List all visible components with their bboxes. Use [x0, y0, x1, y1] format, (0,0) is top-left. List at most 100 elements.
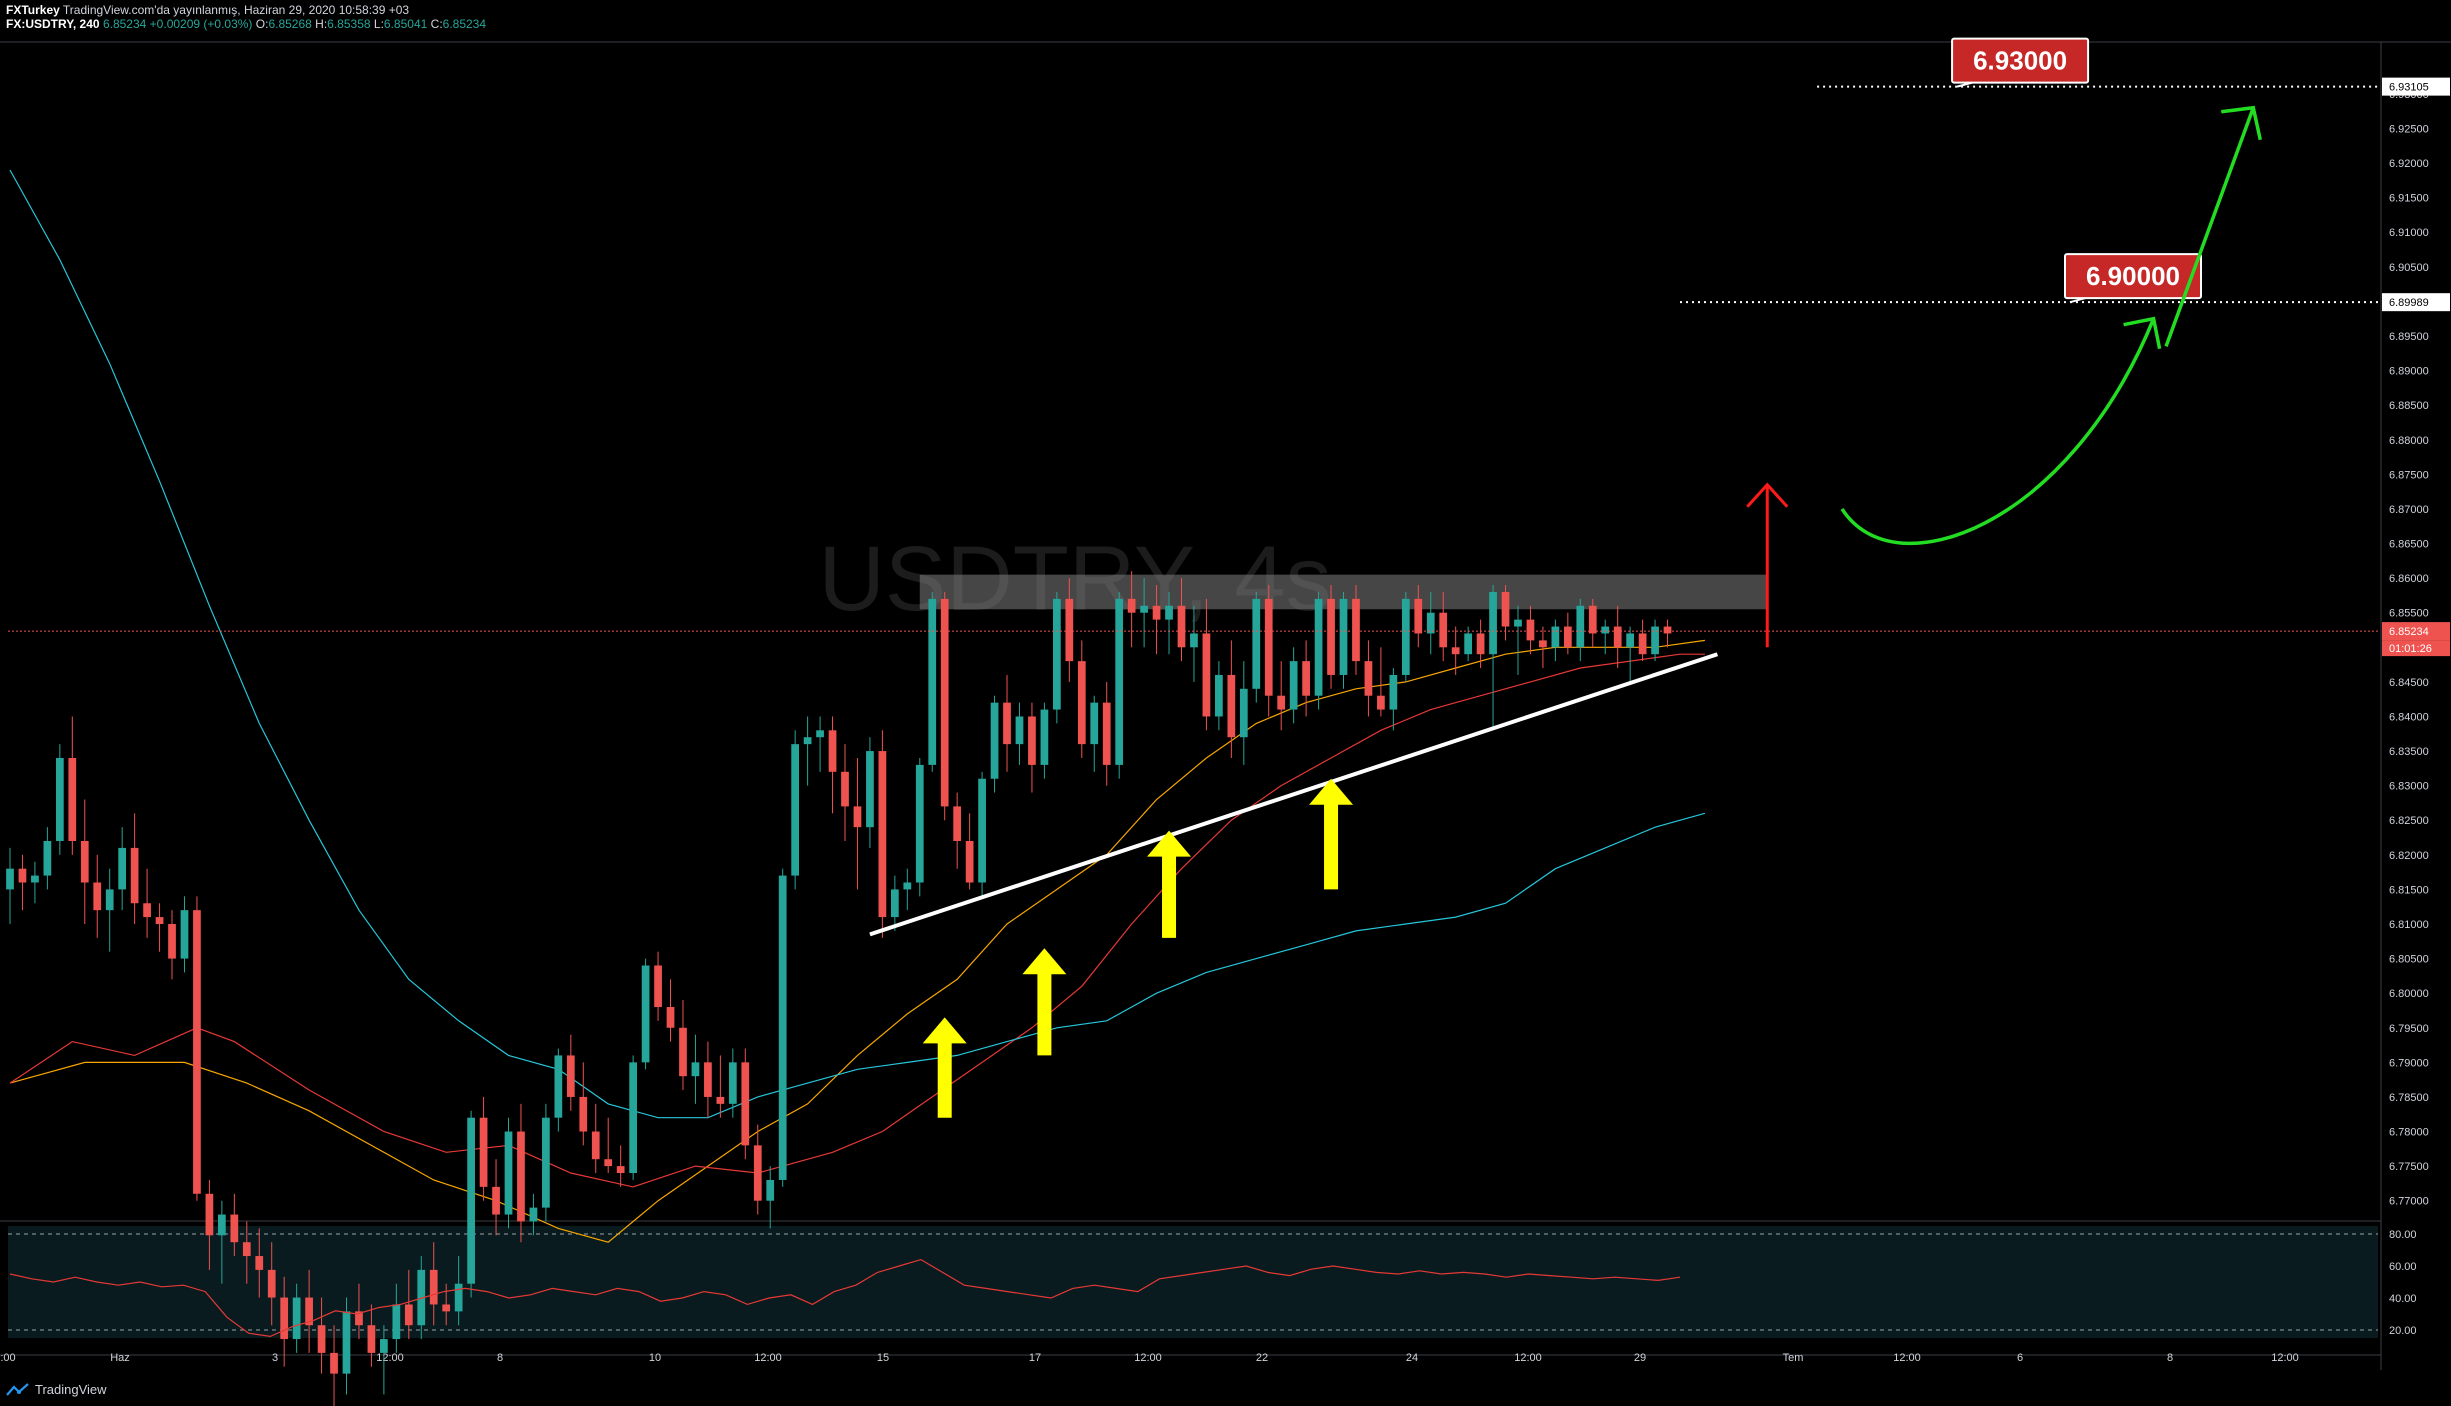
- candle-body[interactable]: [1090, 702, 1099, 745]
- candle-body[interactable]: [529, 1207, 538, 1222]
- candle-body[interactable]: [1227, 674, 1236, 738]
- ascending-trendline[interactable]: [869, 652, 1719, 937]
- candle-body[interactable]: [454, 1283, 463, 1312]
- candle-body[interactable]: [828, 730, 837, 772]
- candle-body[interactable]: [504, 1131, 513, 1215]
- candle-body[interactable]: [704, 1062, 712, 1097]
- oscillator-pane[interactable]: [8, 1226, 2378, 1338]
- candle-body[interactable]: [778, 875, 787, 1180]
- candle-body[interactable]: [841, 771, 849, 807]
- candle-body[interactable]: [566, 1055, 575, 1097]
- candle-body[interactable]: [1401, 598, 1410, 675]
- candle-body[interactable]: [753, 1145, 762, 1201]
- candle-body[interactable]: [1015, 716, 1024, 745]
- candle-body[interactable]: [1252, 598, 1261, 689]
- candle-body[interactable]: [442, 1304, 451, 1312]
- candle-body[interactable]: [890, 889, 899, 918]
- candle-body[interactable]: [816, 730, 824, 738]
- candle-body[interactable]: [928, 598, 937, 765]
- candle-body[interactable]: [616, 1166, 625, 1174]
- candle-body[interactable]: [1613, 626, 1622, 648]
- candle-body[interactable]: [367, 1325, 376, 1353]
- candle-body[interactable]: [130, 847, 139, 904]
- main-pane[interactable]: [8, 42, 2378, 1218]
- candle-body[interactable]: [1426, 612, 1435, 634]
- candle-body[interactable]: [380, 1339, 388, 1353]
- candle-body[interactable]: [579, 1096, 588, 1132]
- candle-body[interactable]: [342, 1311, 351, 1374]
- candle-body[interactable]: [1464, 633, 1472, 655]
- moving-average-orange[interactable]: [9, 639, 1705, 1243]
- candle-body[interactable]: [791, 744, 800, 876]
- candle-body[interactable]: [542, 1117, 550, 1208]
- candle-body[interactable]: [978, 778, 986, 883]
- tradingview-logo[interactable]: TradingView: [6, 1382, 107, 1397]
- candle-body[interactable]: [1102, 702, 1111, 765]
- moving-average-red[interactable]: [9, 653, 1705, 1188]
- candle-body[interactable]: [1127, 598, 1136, 613]
- candle-body[interactable]: [1551, 626, 1560, 648]
- candle-body[interactable]: [853, 806, 862, 828]
- candle-body[interactable]: [1152, 605, 1161, 620]
- candle-body[interactable]: [1115, 598, 1124, 765]
- candle-body[interactable]: [1289, 661, 1298, 710]
- candle-body[interactable]: [1003, 702, 1011, 745]
- candle-body[interactable]: [554, 1055, 563, 1118]
- candle-body[interactable]: [591, 1131, 600, 1160]
- candle-body[interactable]: [728, 1062, 737, 1104]
- candle-body[interactable]: [1588, 605, 1597, 634]
- candle-body[interactable]: [1414, 598, 1423, 634]
- candle-body[interactable]: [878, 751, 887, 918]
- candle-body[interactable]: [1626, 633, 1635, 648]
- candle-body[interactable]: [55, 757, 64, 841]
- candle-body[interactable]: [80, 840, 89, 883]
- candle-body[interactable]: [267, 1269, 276, 1298]
- candle-body[interactable]: [990, 702, 999, 779]
- candle-body[interactable]: [1327, 598, 1335, 675]
- candle-body[interactable]: [242, 1242, 251, 1257]
- candle-body[interactable]: [1053, 598, 1061, 710]
- candle-body[interactable]: [1202, 633, 1211, 717]
- candle-body[interactable]: [1077, 661, 1086, 745]
- candle-body[interactable]: [1177, 605, 1186, 648]
- candle-body[interactable]: [68, 757, 77, 841]
- candle-body[interactable]: [168, 924, 176, 959]
- candle-body[interactable]: [1277, 695, 1286, 710]
- candle-body[interactable]: [255, 1256, 264, 1270]
- candle-body[interactable]: [1526, 619, 1535, 641]
- candle-body[interactable]: [218, 1214, 226, 1236]
- candle-body[interactable]: [1451, 647, 1460, 655]
- candle-body[interactable]: [292, 1297, 301, 1340]
- candle-body[interactable]: [1377, 695, 1385, 710]
- publisher-name[interactable]: FXTurkey: [6, 3, 60, 17]
- candle-body[interactable]: [205, 1193, 214, 1236]
- candle-body[interactable]: [330, 1352, 338, 1374]
- candle-body[interactable]: [691, 1062, 700, 1077]
- candle-body[interactable]: [915, 764, 924, 883]
- candle-body[interactable]: [654, 965, 662, 1008]
- candle-body[interactable]: [1264, 598, 1273, 696]
- candle-body[interactable]: [479, 1117, 488, 1187]
- candle-body[interactable]: [429, 1269, 438, 1305]
- candle-body[interactable]: [93, 882, 102, 911]
- candle-body[interactable]: [31, 875, 39, 883]
- candle-body[interactable]: [1601, 626, 1610, 634]
- candle-body[interactable]: [1489, 591, 1497, 655]
- candle-body[interactable]: [305, 1297, 313, 1326]
- candle-body[interactable]: [866, 751, 874, 828]
- symbol-label[interactable]: FX:USDTRY, 240: [6, 17, 100, 31]
- candle-body[interactable]: [1215, 674, 1223, 717]
- candle-body[interactable]: [1476, 633, 1485, 655]
- candle-body[interactable]: [641, 965, 650, 1063]
- candle-body[interactable]: [1314, 598, 1323, 696]
- candle-body[interactable]: [317, 1325, 326, 1353]
- candle-body[interactable]: [766, 1179, 775, 1201]
- candle-body[interactable]: [355, 1311, 363, 1326]
- candle-body[interactable]: [1389, 674, 1398, 710]
- candle-body[interactable]: [1339, 598, 1348, 675]
- candle-body[interactable]: [180, 910, 189, 959]
- candle-body[interactable]: [1352, 598, 1360, 662]
- candle-body[interactable]: [6, 868, 14, 890]
- candle-body[interactable]: [803, 737, 812, 745]
- candle-body[interactable]: [105, 889, 114, 911]
